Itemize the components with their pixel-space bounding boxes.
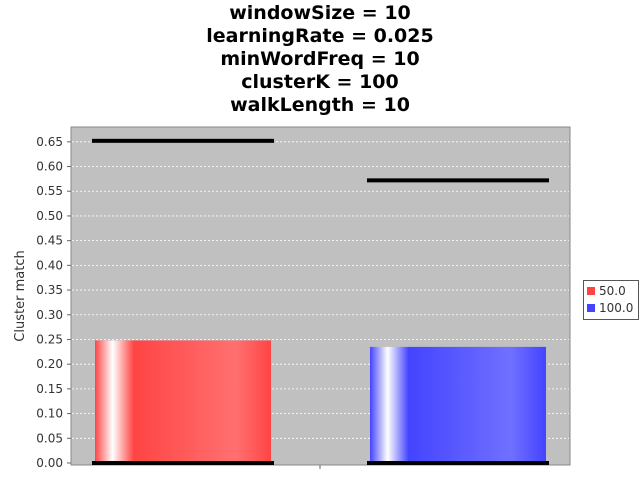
y-tick-label: 0.35 [36, 283, 63, 297]
y-tick-label: 0.60 [36, 160, 63, 174]
title-line: walkLength = 10 [230, 94, 410, 116]
legend: 50.0 100.0 [583, 280, 639, 320]
legend-item: 100.0 [587, 301, 633, 315]
bar-100.0 [370, 346, 546, 463]
y-tick-label: 0.20 [36, 357, 63, 371]
y-tick-label: 0.65 [36, 135, 63, 149]
y-tick-label: 0.30 [36, 308, 63, 322]
y-tick-label: 0.00 [36, 456, 63, 470]
y-tick-label: 0.25 [36, 332, 63, 346]
legend-label: 50.0 [599, 284, 626, 298]
y-tick-label: 0.45 [36, 234, 63, 248]
y-tick-label: 0.15 [36, 382, 63, 396]
title-line: windowSize = 10 [229, 2, 411, 24]
y-tick-label: 0.10 [36, 407, 63, 421]
y-tick-label: 0.55 [36, 184, 63, 198]
bar-50.0 [95, 340, 271, 463]
title-line: learningRate = 0.025 [206, 25, 434, 47]
legend-item: 50.0 [587, 284, 626, 298]
y-tick-label: 0.50 [36, 209, 63, 223]
range-high-marker [92, 138, 274, 143]
title-line: minWordFreq = 10 [220, 48, 420, 70]
y-axis-label: Cluster match [13, 250, 28, 341]
range-high-marker [367, 178, 549, 183]
legend-swatch [587, 287, 595, 295]
range-low-marker [92, 461, 274, 465]
chart-title: windowSize = 10 learningRate = 0.025 min… [0, 2, 640, 117]
legend-swatch [587, 304, 595, 312]
legend-label: 100.0 [599, 301, 634, 315]
title-line: clusterK = 100 [241, 71, 399, 93]
y-tick-label: 0.40 [36, 258, 63, 272]
range-low-marker [367, 461, 549, 465]
y-tick-label: 0.05 [36, 431, 63, 445]
